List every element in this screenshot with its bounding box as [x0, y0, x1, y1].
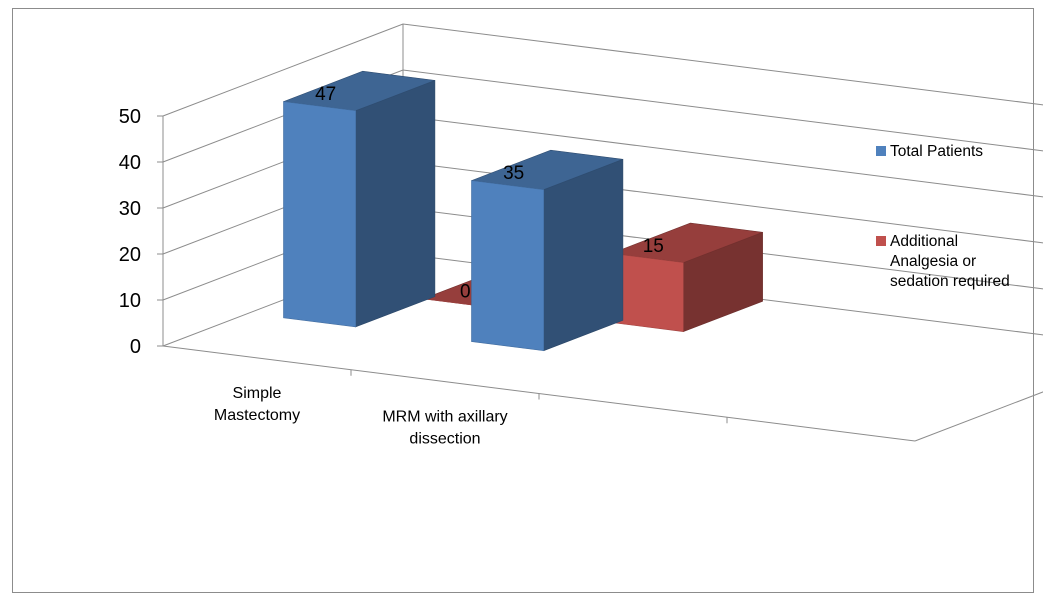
data-label: 15 — [643, 236, 664, 257]
bar-additional-analgesia-1 — [610, 222, 763, 333]
chart-axes: 0 10 20 30 40 50 Simple Mastectomy MRM with axil… — [119, 106, 1043, 448]
y-tick-label: 20 — [119, 244, 141, 266]
legend-swatch — [876, 236, 886, 246]
legend-label: Additional Analgesia or sedation required — [890, 233, 1010, 290]
y-tick-label: 30 — [119, 198, 141, 220]
floor-right-edge — [914, 391, 1043, 442]
data-label: 47 — [315, 84, 336, 105]
chart-data-labels: 0 15 47 35 — [315, 84, 664, 302]
y-tick-label: 0 — [130, 336, 141, 358]
chart-legend: Total Patients Additional Analgesia or seda… — [876, 143, 1010, 290]
legend-label: Total Patients — [890, 143, 983, 160]
y-tick-label: 10 — [119, 290, 141, 312]
y-tick-label: 40 — [119, 152, 141, 174]
bar-total-patients-0-front — [283, 101, 357, 328]
bar-total-patients-1 — [471, 149, 624, 352]
chart-bars — [283, 70, 763, 352]
bar-total-patients-1-side — [543, 158, 624, 352]
y-tick-label: 50 — [119, 106, 141, 128]
data-label: 0 — [460, 281, 471, 302]
legend-swatch — [876, 146, 886, 156]
x-category-label: Simple Mastectomy — [214, 385, 300, 424]
bar-total-patients-0 — [283, 70, 436, 328]
x-category-label: MRM with axillary dissection — [382, 409, 507, 448]
bar-total-patients-1-front — [471, 180, 545, 352]
data-label: 35 — [503, 163, 524, 184]
chart-walls — [162, 23, 1043, 347]
bar-total-patients-0-side — [355, 79, 436, 328]
